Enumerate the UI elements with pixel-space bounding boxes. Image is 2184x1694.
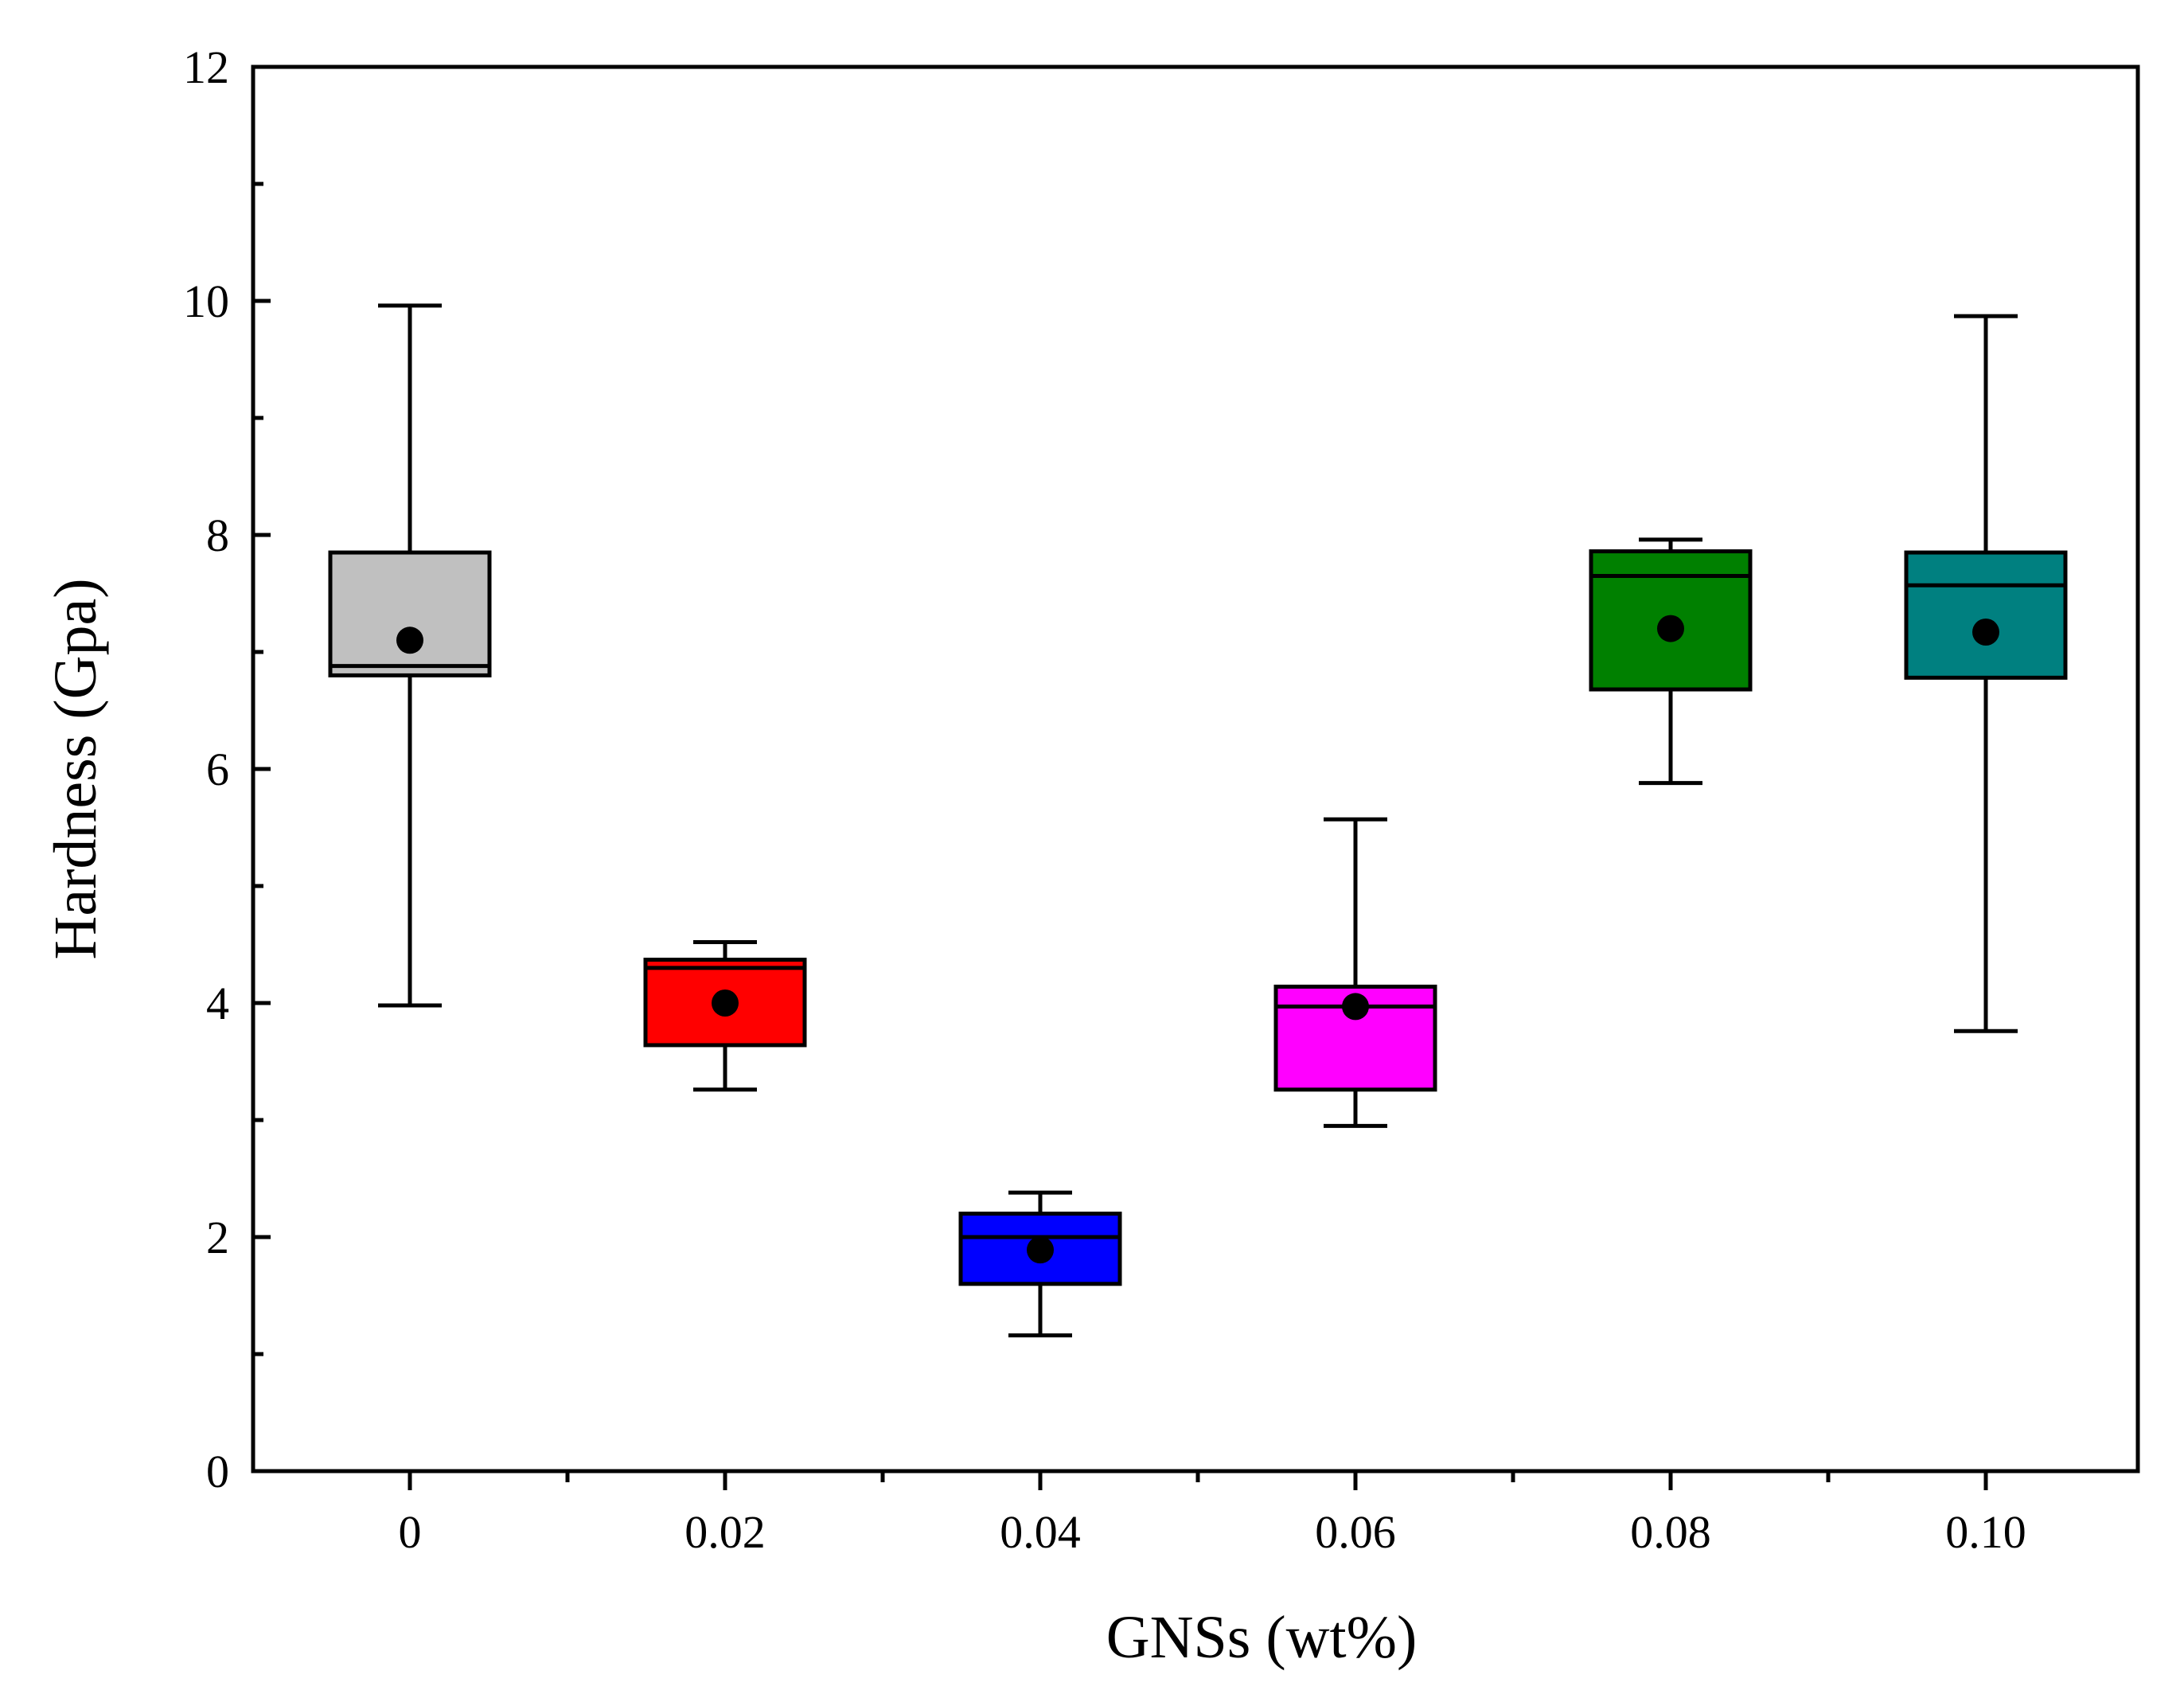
mean-marker: [1972, 619, 1999, 646]
y-tick-label: 8: [206, 509, 229, 561]
y-tick-label: 6: [206, 744, 229, 795]
box-0.10: [1904, 314, 2068, 1033]
boxes-layer: [328, 303, 2068, 1337]
box-body: [328, 550, 492, 677]
mean-marker: [1027, 1236, 1054, 1264]
y-tick-label: 2: [206, 1212, 229, 1263]
box-0.08: [1589, 537, 1753, 786]
mean-marker: [712, 989, 739, 1017]
y-tick-label: 4: [206, 978, 229, 1029]
x-tick-label: 0.08: [1630, 1506, 1711, 1558]
mean-marker: [1657, 615, 1684, 642]
plot-frame: [251, 64, 2140, 1473]
x-axis-title: GNSs (wt%): [1106, 1604, 1418, 1671]
x-tick-label: 0.10: [1945, 1506, 2026, 1558]
box-0.06: [1273, 817, 1437, 1128]
ticks-layer: 0 2 4 6 8 10 12 0 0.02 0.04 0.06 0.08 0.10: [183, 41, 2026, 1558]
box-0.02: [643, 940, 807, 1092]
mean-marker: [1342, 993, 1369, 1021]
box-0: [328, 303, 492, 1008]
y-tick-label: 0: [206, 1446, 229, 1497]
y-tick-label: 10: [183, 275, 229, 327]
box-body: [643, 958, 807, 1048]
x-tick-label: 0.06: [1315, 1506, 1396, 1558]
box-body: [1904, 550, 2068, 680]
y-tick-label: 12: [183, 41, 229, 93]
x-tick-label: 0.04: [1000, 1506, 1081, 1558]
mean-marker: [396, 626, 423, 654]
y-axis-title: Hardness (Gpa): [42, 578, 109, 959]
x-tick-label: 0.02: [684, 1506, 766, 1558]
x-tick-label: 0: [399, 1506, 422, 1558]
box-0.04: [958, 1190, 1122, 1337]
